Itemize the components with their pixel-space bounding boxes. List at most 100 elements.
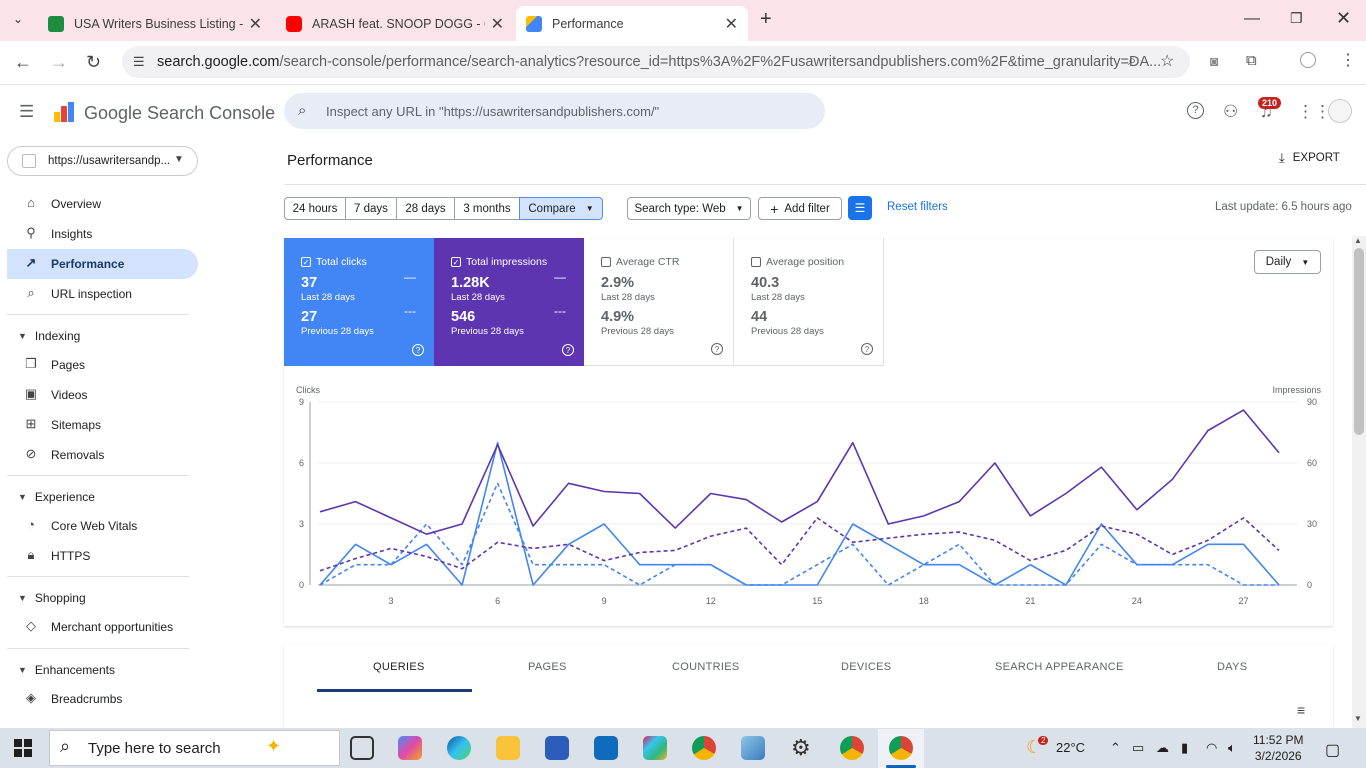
- sidebar-item-merchant-opportunities[interactable]: ◇ Merchant opportunities: [7, 612, 198, 642]
- settings-gear-icon[interactable]: ⚙: [791, 735, 811, 760]
- chrome-icon[interactable]: [889, 736, 913, 760]
- camera-icon[interactable]: ▭: [1132, 740, 1145, 755]
- help-icon[interactable]: ?: [562, 344, 574, 356]
- back-icon[interactable]: ←: [14, 52, 32, 72]
- show-hidden-icons-icon[interactable]: ⌃: [1110, 740, 1121, 755]
- sidebar-item-sitemaps[interactable]: ⊞ Sitemaps: [7, 410, 198, 440]
- screenshot-icon[interactable]: ◙: [1210, 53, 1219, 69]
- help-icon[interactable]: ?: [1187, 102, 1204, 119]
- extensions-icon[interactable]: ⧉: [1246, 52, 1257, 69]
- scroll-up-arrow-icon[interactable]: ▲: [1354, 236, 1362, 245]
- sidebar-section-shopping[interactable]: ▼ Shopping: [18, 591, 86, 605]
- sidebar-item-core-web-vitals[interactable]: ◔ Core Web Vitals: [7, 511, 198, 541]
- main-menu-icon[interactable]: ☰: [19, 102, 35, 121]
- help-icon[interactable]: ?: [861, 343, 873, 355]
- task-view-icon[interactable]: [350, 736, 374, 760]
- close-window-icon[interactable]: ✕: [1336, 8, 1352, 28]
- browser-tab[interactable]: USA Writers Business Listing - G ✕: [38, 6, 272, 41]
- compare-dropdown[interactable]: Compare ▼: [519, 197, 603, 220]
- outlook-icon[interactable]: [594, 736, 618, 760]
- battery-icon[interactable]: ▮: [1181, 740, 1189, 755]
- reload-icon[interactable]: ↻: [86, 52, 102, 72]
- address-bar[interactable]: search.google.com/search-console/perform…: [122, 46, 1190, 78]
- tab-search-appearance[interactable]: SEARCH APPEARANCE: [995, 661, 1124, 673]
- sidebar-item-videos[interactable]: ▣ Videos: [7, 380, 198, 410]
- browser-tab[interactable]: ARASH feat. SNOOP DOGG - OK ✕: [276, 6, 514, 41]
- checkbox-checked-icon[interactable]: ✓: [301, 257, 311, 267]
- sidebar-item-overview[interactable]: ⌂ Overview: [7, 189, 198, 219]
- sidebar-item-pages[interactable]: ❐ Pages: [7, 350, 198, 380]
- app-icon[interactable]: [741, 736, 765, 760]
- account-avatar[interactable]: [1328, 99, 1352, 123]
- close-tab-icon[interactable]: ✕: [724, 15, 738, 33]
- edge-icon[interactable]: [447, 736, 471, 760]
- metric-card-total-clicks[interactable]: ✓ Total clicks 37 Last 28 days 27 Previou…: [284, 238, 434, 366]
- close-tab-icon[interactable]: ✕: [490, 15, 504, 33]
- reset-filters-link[interactable]: Reset filters: [887, 201, 948, 213]
- metric-card-average-position[interactable]: Average position 40.3 Last 28 days 44 Pr…: [734, 238, 884, 366]
- close-tab-icon[interactable]: ✕: [248, 15, 262, 33]
- filter-settings-icon[interactable]: ☰: [848, 196, 872, 220]
- date-chip-24-hours[interactable]: 24 hours: [284, 197, 346, 220]
- zoom-icon[interactable]: ⌕: [1128, 52, 1137, 69]
- checkbox-checked-icon[interactable]: ✓: [451, 257, 461, 267]
- file-explorer-icon[interactable]: [496, 736, 520, 760]
- sidebar-item-removals[interactable]: ⊘ Removals: [7, 440, 198, 470]
- metric-card-total-impressions[interactable]: ✓ Total impressions 1.28K Last 28 days 54…: [434, 238, 584, 366]
- apps-grid-icon[interactable]: ⋮⋮: [1297, 102, 1331, 121]
- tab-days[interactable]: DAYS: [1217, 661, 1248, 673]
- volume-muted-icon[interactable]: 🔈︎: [1228, 740, 1236, 755]
- windows-start-icon[interactable]: [14, 739, 32, 757]
- table-filter-icon[interactable]: ≡: [1297, 702, 1306, 718]
- manage-users-icon[interactable]: ⚇: [1223, 102, 1239, 121]
- weather-temp[interactable]: 22°C: [1056, 740, 1086, 755]
- export-button[interactable]: ⤓ EXPORT: [1279, 150, 1340, 166]
- tab-queries[interactable]: QUERIES: [373, 661, 425, 673]
- search-highlights-icon[interactable]: ✦: [266, 736, 282, 756]
- add-filter-button[interactable]: + Add filter: [758, 197, 842, 220]
- checkbox-unchecked-icon[interactable]: [601, 257, 611, 267]
- date-chip-7-days[interactable]: 7 days: [345, 197, 397, 220]
- new-tab-icon[interactable]: +: [760, 8, 772, 30]
- scrollbar-thumb[interactable]: [1354, 248, 1364, 435]
- sidebar-item-performance[interactable]: ↗ Performance: [7, 249, 198, 279]
- sidebar-section-enhancements[interactable]: ▼ Enhancements: [18, 663, 115, 677]
- sidebar-item-url-inspection[interactable]: ⌕ URL inspection: [7, 279, 198, 309]
- forward-icon[interactable]: →: [50, 52, 68, 72]
- date-chip-3-months[interactable]: 3 months: [454, 197, 520, 220]
- browser-tab-active[interactable]: Performance ✕: [516, 6, 748, 41]
- chrome-icon[interactable]: [692, 736, 716, 760]
- notification-center-icon[interactable]: ▢: [1325, 742, 1341, 759]
- scroll-down-arrow-icon[interactable]: ▼: [1354, 714, 1362, 723]
- tab-search-chevron-icon[interactable]: ⌄: [13, 12, 24, 26]
- bookmark-star-icon[interactable]: ☆: [1160, 53, 1175, 70]
- browser-menu-icon[interactable]: ⋮: [1340, 52, 1356, 69]
- search-type-dropdown[interactable]: Search type: Web ▼: [627, 197, 751, 220]
- chrome-icon[interactable]: [840, 736, 864, 760]
- help-icon[interactable]: ?: [412, 344, 424, 356]
- wifi-icon[interactable]: ◠: [1206, 740, 1218, 755]
- slack-icon[interactable]: [643, 736, 667, 760]
- cloud-icon[interactable]: ☁: [1156, 740, 1169, 755]
- checkbox-unchecked-icon[interactable]: [751, 257, 761, 267]
- property-selector[interactable]: https://usawritersandp...: [7, 146, 198, 176]
- sidebar-section-experience[interactable]: ▼ Experience: [18, 490, 95, 504]
- copilot-icon[interactable]: [398, 736, 422, 760]
- tab-pages[interactable]: PAGES: [528, 661, 567, 673]
- sidebar-item-insights[interactable]: ⚲ Insights: [7, 219, 198, 249]
- help-icon[interactable]: ?: [711, 343, 723, 355]
- taskbar-search-box[interactable]: Type here to search: [49, 730, 340, 766]
- metric-card-average-ctr[interactable]: Average CTR 2.9% Last 28 days 4.9% Previ…: [584, 238, 734, 366]
- taskbar-clock[interactable]: 11:52 PM 3/2/2026: [1253, 732, 1303, 764]
- app-logo-text[interactable]: Google Search Console: [84, 103, 276, 123]
- granularity-dropdown[interactable]: Daily ▼: [1254, 250, 1321, 274]
- url-inspect-search[interactable]: Inspect any URL in "https://usawritersan…: [284, 93, 825, 129]
- minimize-icon[interactable]: —: [1244, 10, 1260, 27]
- sidebar-section-indexing[interactable]: ▼ Indexing: [18, 329, 80, 343]
- sidebar-item-https[interactable]: 🔒︎ HTTPS: [7, 541, 198, 571]
- microsoft-store-icon[interactable]: [545, 736, 569, 760]
- tab-countries[interactable]: COUNTRIES: [672, 661, 740, 673]
- restore-icon[interactable]: ❐: [1290, 10, 1303, 26]
- tab-devices[interactable]: DEVICES: [841, 661, 892, 673]
